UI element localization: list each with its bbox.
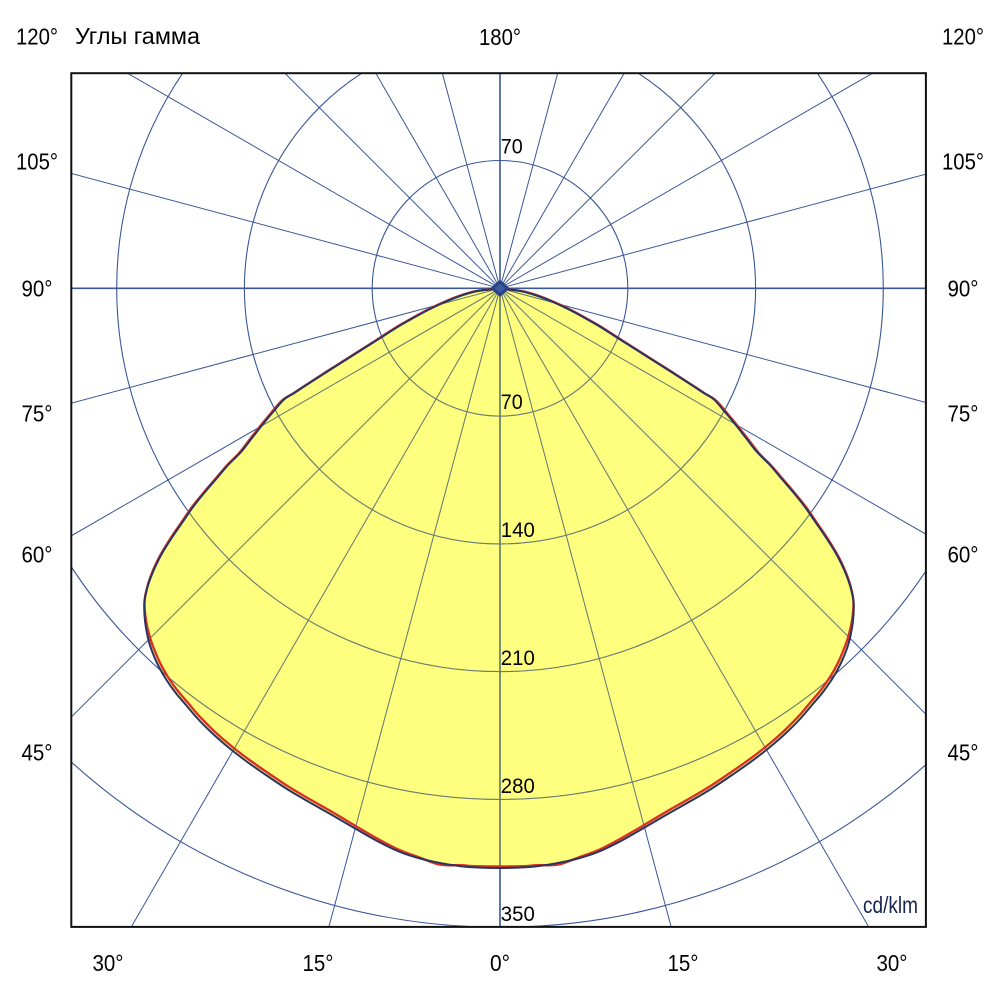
svg-text:15°: 15° xyxy=(303,950,334,976)
svg-text:75°: 75° xyxy=(22,401,53,427)
svg-text:105°: 105° xyxy=(942,149,984,175)
svg-text:60°: 60° xyxy=(22,542,53,568)
svg-text:180°: 180° xyxy=(479,24,521,50)
svg-text:70: 70 xyxy=(501,136,523,159)
svg-text:cd/klm: cd/klm xyxy=(863,892,918,918)
svg-text:75°: 75° xyxy=(948,401,979,427)
svg-text:45°: 45° xyxy=(948,740,979,766)
svg-text:0°: 0° xyxy=(490,950,510,976)
svg-text:45°: 45° xyxy=(22,740,53,766)
svg-text:90°: 90° xyxy=(948,276,979,302)
svg-text:210: 210 xyxy=(501,647,535,670)
svg-text:120°: 120° xyxy=(942,24,984,50)
svg-text:105°: 105° xyxy=(16,149,58,175)
svg-text:120°: 120° xyxy=(16,24,58,50)
svg-text:350: 350 xyxy=(501,903,535,926)
svg-text:30°: 30° xyxy=(877,950,908,976)
svg-text:90°: 90° xyxy=(22,276,53,302)
svg-text:15°: 15° xyxy=(668,950,699,976)
svg-text:30°: 30° xyxy=(93,950,124,976)
svg-text:Углы гамма: Углы гамма xyxy=(75,23,201,49)
svg-text:60°: 60° xyxy=(948,542,979,568)
svg-text:140: 140 xyxy=(501,519,535,542)
svg-text:280: 280 xyxy=(501,775,535,798)
svg-text:70: 70 xyxy=(501,391,523,414)
